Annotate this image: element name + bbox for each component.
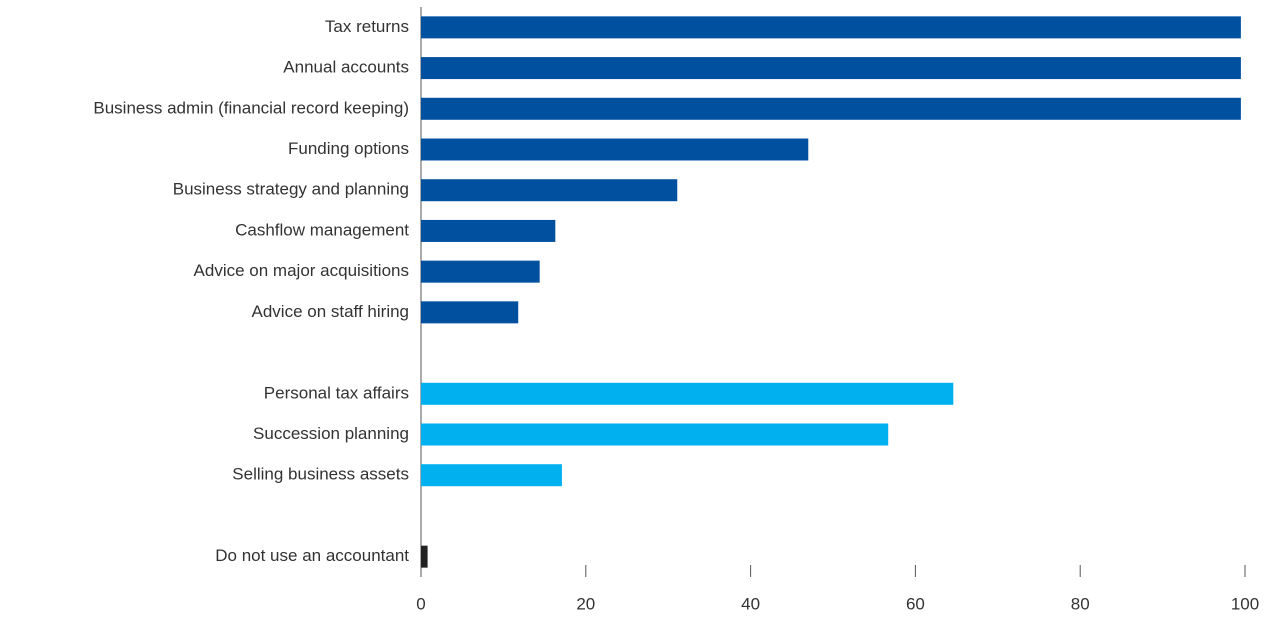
y-tick-label: Succession planning [253, 424, 409, 443]
bar [421, 464, 562, 487]
x-tick-label: 60 [906, 594, 925, 613]
y-tick-label: Tax returns [325, 17, 409, 36]
bar [421, 16, 1241, 39]
bar [421, 382, 954, 405]
bar [421, 219, 556, 242]
bar [421, 545, 428, 568]
x-tick-label: 100 [1231, 594, 1259, 613]
bar [421, 138, 809, 161]
bar [421, 260, 540, 283]
y-tick-label: Business strategy and planning [173, 180, 409, 199]
bar [421, 301, 519, 324]
x-tick-label: 0 [416, 594, 425, 613]
bar [421, 179, 678, 202]
y-tick-label: Business admin (financial record keeping… [93, 98, 409, 117]
y-tick-label: Personal tax affairs [264, 383, 409, 402]
y-tick-label: Advice on major acquisitions [194, 261, 409, 280]
x-tick-label: 20 [576, 594, 595, 613]
y-tick-label: Selling business assets [232, 465, 409, 484]
x-tick-label: 40 [741, 594, 760, 613]
y-tick-label: Cashflow management [235, 220, 409, 239]
y-tick-label: Advice on staff hiring [252, 302, 410, 321]
bar [421, 97, 1241, 120]
bar [421, 57, 1241, 80]
y-tick-label: Funding options [288, 139, 409, 158]
bar [421, 423, 889, 446]
x-tick-label: 80 [1071, 594, 1090, 613]
y-tick-label: Annual accounts [283, 58, 409, 77]
y-tick-label: Do not use an accountant [215, 546, 409, 565]
